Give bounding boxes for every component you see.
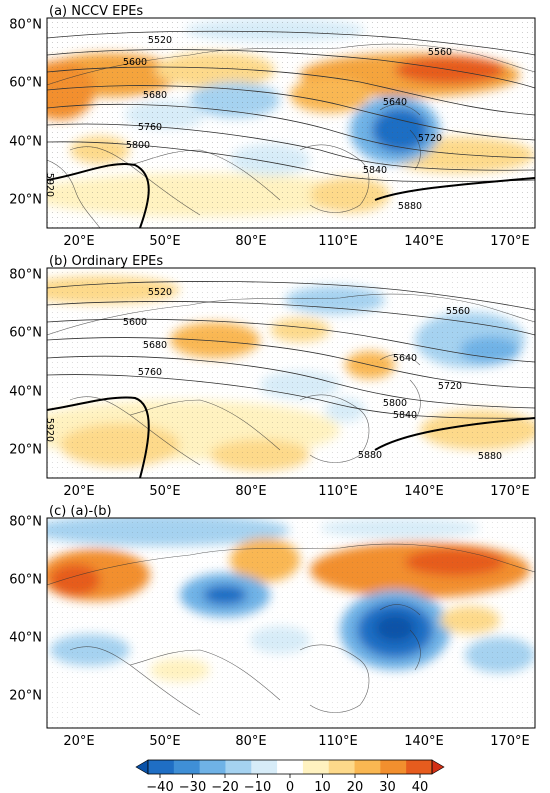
contour-label: 5600 (123, 57, 147, 68)
lat-tick-20: 20°N (9, 689, 42, 704)
panel-c-title: (c) (a)-(b) (49, 504, 112, 519)
colorbar-swatch (380, 760, 407, 774)
colorbar-max-arrow (431, 759, 445, 775)
lat-tick-60: 60°N (9, 573, 42, 588)
lon-tick-80: 80°E (235, 734, 266, 749)
panel-c-frame (46, 517, 536, 729)
lon-tick-110: 110°E (318, 734, 358, 749)
contour-label: 5840 (393, 410, 417, 421)
colorbar: −40 −30 −20 −10 0 10 20 30 40 (135, 759, 445, 793)
lat-tick-60: 60°N (9, 76, 42, 91)
colorbar-swatch (354, 760, 381, 774)
contour-label: 5880 (478, 451, 502, 462)
lon-tick-140: 140°E (404, 484, 444, 499)
colorbar-swatch (251, 760, 278, 774)
lon-tick-140: 140°E (404, 234, 444, 249)
lon-tick-170: 170°E (490, 484, 530, 499)
panel-c: (c) (a)-(b) (9, 504, 536, 749)
contour-label: 5680 (143, 90, 167, 101)
panel-a-frame (46, 17, 536, 229)
panel-a-lat-ticks: 20°N 40°N 60°N 80°N (9, 18, 42, 208)
colorbar-tick-label: 0 (286, 780, 294, 793)
colorbar-tick-label: 20 (347, 780, 364, 793)
panel-a-title: (a) NCCV EPEs (49, 4, 143, 19)
lon-tick-80: 80°E (235, 484, 266, 499)
panel-b-lon-ticks: 20°E 50°E 80°E 110°E 140°E 170°E (63, 484, 529, 499)
lon-tick-110: 110°E (318, 484, 358, 499)
lat-tick-20: 20°N (9, 443, 42, 458)
panel-b-map: 5520 5600 5680 5760 5920 5880 5560 5640 5720 5800… (44, 268, 535, 478)
colorbar-swatch (225, 760, 252, 774)
colorbar-tick-label: −10 (244, 780, 271, 793)
colorbar-tick-label: −40 (146, 780, 173, 793)
colorbar-tick-label: 10 (314, 780, 331, 793)
lon-tick-20: 20°E (63, 734, 94, 749)
lat-tick-80: 80°N (9, 515, 42, 530)
contour-label: 5680 (143, 340, 167, 351)
contour-label: 5880 (398, 201, 422, 212)
lat-tick-20: 20°N (9, 193, 42, 208)
panel-b-title: (b) Ordinary EPEs (49, 254, 163, 269)
panel-c-lon-ticks: 20°E 50°E 80°E 110°E 140°E 170°E (63, 734, 529, 749)
panel-b-lat-ticks: 20°N 40°N 60°N 80°N (9, 268, 42, 458)
colorbar-swatch (148, 760, 175, 774)
lon-tick-170: 170°E (490, 234, 530, 249)
contour-label: 5640 (383, 97, 407, 108)
contour-label: 5840 (363, 165, 387, 176)
colorbar-tick-label: 40 (412, 780, 429, 793)
lon-tick-50: 50°E (149, 734, 180, 749)
colorbar-tick-label: −30 (179, 780, 206, 793)
contour-label: 5760 (138, 367, 162, 378)
lon-tick-50: 50°E (149, 484, 180, 499)
lat-tick-80: 80°N (9, 18, 42, 33)
lon-tick-140: 140°E (404, 734, 444, 749)
contour-label: 5520 (148, 35, 172, 46)
colorbar-swatch (199, 760, 226, 774)
lat-tick-60: 60°N (9, 326, 42, 341)
contour-label: 5640 (393, 353, 417, 364)
contour-label: 5600 (123, 317, 147, 328)
colorbar-swatch (406, 760, 433, 774)
lon-tick-50: 50°E (149, 234, 180, 249)
lon-tick-110: 110°E (318, 234, 358, 249)
contour-label: 5760 (138, 122, 162, 133)
contour-label: 5720 (438, 381, 462, 392)
lat-tick-40: 40°N (9, 385, 42, 400)
contour-label: 5920 (44, 173, 55, 197)
lon-tick-20: 20°E (63, 484, 94, 499)
panel-a: (a) NCCV EPEs (9, 4, 536, 249)
lon-tick-20: 20°E (63, 234, 94, 249)
colorbar-swatch (277, 760, 304, 774)
lat-tick-40: 40°N (9, 631, 42, 646)
contour-label: 5520 (148, 287, 172, 298)
panel-b: (b) Ordinary EPEs (9, 254, 536, 499)
colorbar-min-arrow (135, 759, 149, 775)
panel-c-map (47, 518, 535, 728)
lon-tick-80: 80°E (235, 234, 266, 249)
lat-tick-80: 80°N (9, 268, 42, 283)
contour-label: 5920 (44, 418, 55, 442)
lon-tick-170: 170°E (490, 734, 530, 749)
colorbar-swatch (302, 760, 330, 774)
contour-label: 5560 (446, 306, 470, 317)
colorbar-swatch (173, 760, 201, 774)
lat-tick-40: 40°N (9, 135, 42, 150)
colorbar-tick-label: 30 (379, 780, 396, 793)
contour-label: 5880 (358, 450, 382, 461)
panel-a-lon-ticks: 20°E 50°E 80°E 110°E 140°E 170°E (63, 234, 529, 249)
colorbar-tick-label: −20 (211, 780, 238, 793)
panel-b-frame (46, 267, 536, 479)
contour-label: 5560 (428, 47, 452, 58)
contour-label: 5800 (126, 140, 150, 151)
contour-label: 5800 (383, 398, 407, 409)
panel-c-lat-ticks: 20°N 40°N 60°N 80°N (9, 515, 42, 704)
contour-label: 5720 (418, 133, 442, 144)
colorbar-swatch (328, 760, 356, 774)
panel-b-contour-labels: 5520 5600 5680 5760 5920 5880 5560 5640 5720 5800… (44, 287, 502, 462)
